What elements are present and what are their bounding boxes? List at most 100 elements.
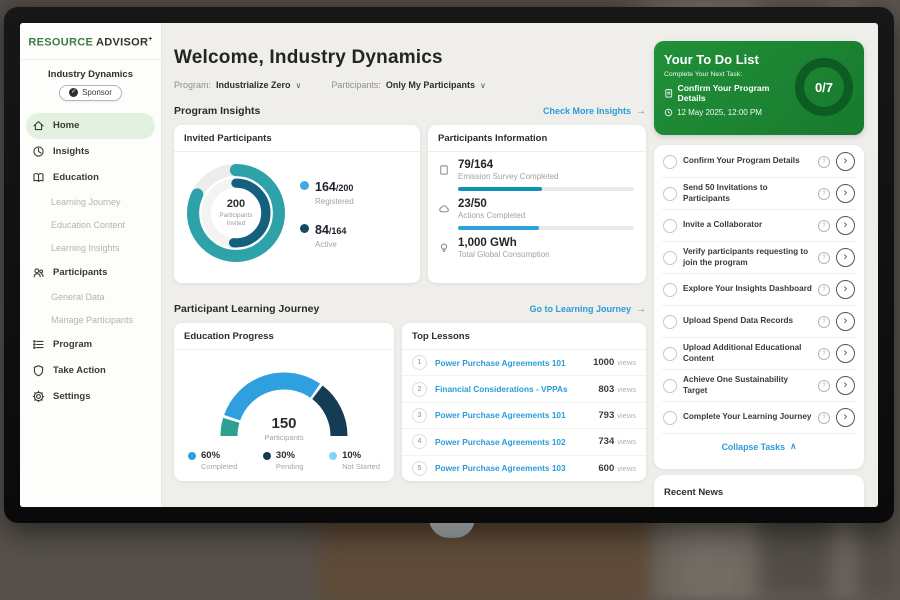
sidebar-item-learning-journey[interactable]: Learning Journey <box>20 191 161 214</box>
sidebar-item-manage-participants[interactable]: Manage Participants <box>20 309 161 332</box>
task-row-invite-a-collaborator: Invite a Collaborator? › <box>662 210 856 242</box>
task-checkbox[interactable] <box>663 250 677 265</box>
legend-value: 84/164 <box>315 221 346 239</box>
lesson-link[interactable]: Power Purchase Agreements 102 <box>435 436 566 447</box>
info-icon[interactable]: ? <box>818 283 830 296</box>
task-row-confirm-your-program-details: Confirm Your Program Details? › <box>662 146 856 178</box>
section-title: Program Insights <box>174 105 261 117</box>
program-filter[interactable]: Program: Industrialize Zero ∨ <box>174 80 301 90</box>
task-label: Send 50 Invitations to Participants <box>683 182 768 203</box>
lesson-link[interactable]: Financial Considerations - VPPAs <box>435 384 568 395</box>
learning-journey-cards: Education Progress 150 Participants 60% C… <box>174 323 654 481</box>
brand-logo: RESOURCE ADVISOR+ <box>20 23 161 60</box>
lesson-row: 4 Power Purchase Agreements 102 734 views <box>402 429 646 456</box>
chevron-right-button[interactable]: › <box>836 216 855 235</box>
chevron-right-button[interactable]: › <box>836 376 855 395</box>
sidebar-item-program[interactable]: Program <box>20 332 161 358</box>
collapse-tasks-link[interactable]: Collapse Tasks ∧ <box>654 434 864 459</box>
card-title: Top Lessons <box>402 323 646 350</box>
chevron-right-button[interactable]: › <box>836 280 855 299</box>
info-icon[interactable]: ? <box>818 315 830 328</box>
info-value: 79/164 <box>458 159 494 171</box>
lesson-link[interactable]: Power Purchase Agreements 101 <box>435 357 566 368</box>
brand-plus: + <box>148 36 153 43</box>
legend-item-active: 84/164 Active <box>300 221 354 249</box>
info-icon[interactable]: ? <box>818 155 830 168</box>
lesson-rank: 5 <box>412 460 427 476</box>
lesson-views: 600 views <box>598 462 636 474</box>
card-title: Invited Participants <box>174 125 420 152</box>
sidebar-item-label: General Data <box>51 292 105 303</box>
todo-subtitle: Complete Your Next Task: <box>664 71 743 78</box>
recent-news-title: Recent News <box>664 487 724 498</box>
task-checkbox[interactable] <box>663 154 677 169</box>
top-lessons-card: Top Lessons 1 Power Purchase Agreements 1… <box>402 323 646 481</box>
sidebar-item-insights[interactable]: Insights <box>20 139 161 165</box>
invited-total-label: Participants Invited <box>219 211 253 227</box>
task-checkbox[interactable] <box>663 314 677 329</box>
sidebar-item-home[interactable]: Home <box>26 112 155 139</box>
legend-den: /164 <box>328 225 347 236</box>
legend-label: Not Started <box>342 462 380 471</box>
task-checkbox[interactable] <box>663 186 677 201</box>
participants-filter[interactable]: Participants: Only My Participants ∨ <box>331 80 485 90</box>
todo-column: Your To Do List Complete Your Next Task:… <box>654 23 864 507</box>
legend-dot <box>300 180 309 190</box>
info-icon[interactable]: ? <box>818 219 830 232</box>
sidebar-item-participants[interactable]: Participants <box>20 260 161 286</box>
task-label: Upload Spend Data Records <box>683 316 794 326</box>
sidebar-item-general-data[interactable]: General Data <box>20 286 161 309</box>
lesson-link[interactable]: Power Purchase Agreements 101 <box>435 410 566 421</box>
info-icon[interactable]: ? <box>818 411 830 424</box>
legend-dot <box>262 452 271 460</box>
chevron-right-button[interactable]: › <box>836 248 855 267</box>
sidebar-item-label: Education <box>53 172 99 184</box>
sidebar-item-education[interactable]: Education <box>20 165 161 191</box>
task-checkbox[interactable] <box>663 346 677 361</box>
info-icon[interactable]: ? <box>818 251 830 264</box>
sidebar-item-label: Take Action <box>53 365 106 377</box>
info-icon[interactable]: ? <box>818 347 830 360</box>
legend-num: 164 <box>315 179 336 194</box>
consumption-icon <box>438 241 450 259</box>
info-icon[interactable]: ? <box>818 187 830 200</box>
legend-value: 164/200 <box>315 178 354 196</box>
brand-secondary: ADVISOR <box>96 36 149 49</box>
task-label: Explore Your Insights Dashboard <box>683 284 812 294</box>
task-row-explore-your-insights-dashboard: Explore Your Insights Dashboard? › <box>662 274 856 306</box>
task-label: Verify participants requesting to join t… <box>683 246 809 267</box>
chevron-right-button[interactable]: › <box>836 184 855 203</box>
program-insights-cards: Invited Participants 200 Participants In… <box>174 125 654 283</box>
task-checkbox[interactable] <box>663 410 677 425</box>
sidebar-item-label: Education Content <box>51 220 126 231</box>
sidebar-item-learning-insights[interactable]: Learning Insights <box>20 237 161 260</box>
info-value: 23/50 <box>458 198 487 210</box>
check-more-insights-link[interactable]: Check More Insights → <box>542 105 646 117</box>
lesson-views-suffix: views <box>617 410 636 420</box>
sidebar-item-take-action[interactable]: Take Action <box>20 358 161 384</box>
info-icon[interactable]: ? <box>818 379 830 392</box>
legend-den: /200 <box>335 182 354 193</box>
lesson-row: 3 Power Purchase Agreements 101 793 views <box>402 403 646 430</box>
lesson-link[interactable]: Power Purchase Agreements 103 <box>435 463 566 474</box>
task-checkbox[interactable] <box>663 218 677 233</box>
sponsor-icon: ✓ <box>69 88 79 98</box>
chevron-right-button[interactable]: › <box>836 344 855 363</box>
insights-icon <box>33 146 44 157</box>
chevron-right-button[interactable]: › <box>836 408 855 427</box>
task-checkbox[interactable] <box>663 378 677 393</box>
task-checkbox[interactable] <box>663 282 677 297</box>
chevron-right-button[interactable]: › <box>836 312 855 331</box>
actions-icon <box>438 202 450 220</box>
sidebar-item-label: Insights <box>53 146 90 158</box>
sponsor-badge: ✓ Sponsor <box>59 84 122 101</box>
sidebar-item-settings[interactable]: Settings <box>20 384 161 410</box>
survey-icon <box>440 165 448 175</box>
sponsor-label: Sponsor <box>82 88 112 98</box>
chevron-right-button[interactable]: › <box>836 152 855 171</box>
sidebar-item-education-content[interactable]: Education Content <box>20 214 161 237</box>
donut-center: 200 Participants Invited <box>180 157 292 269</box>
todo-title: Your To Do List <box>664 52 759 67</box>
go-to-learning-journey-link[interactable]: Go to Learning Journey → <box>529 303 646 315</box>
